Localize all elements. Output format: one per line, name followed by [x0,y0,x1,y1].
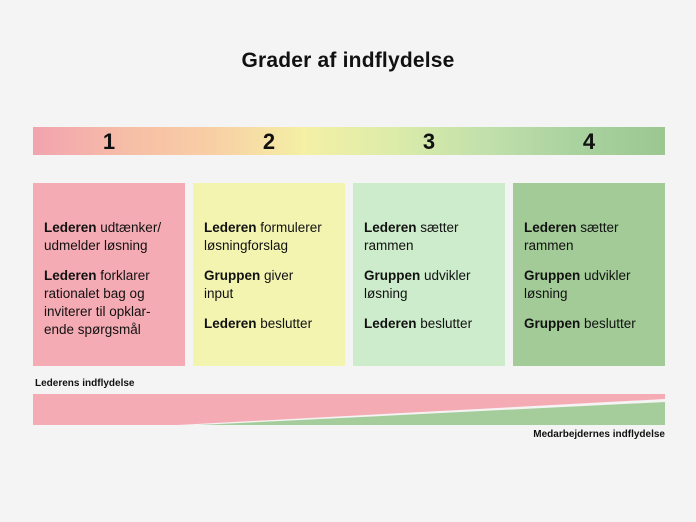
actor-name: Gruppen [524,268,581,283]
actor-name: Lederen [44,220,97,235]
influence-wedge-chart [33,394,665,425]
columns-row: Lederen udtænker/ udmelder løsning Ledere… [33,183,665,366]
actor-name: Lederen [364,316,417,331]
column-paragraph: Lederen formulerer løsningforslag [204,220,322,253]
page-title: Grader af indflydelse [241,49,455,72]
actor-name: Lederen [364,220,417,235]
employee-influence-label: Medarbejdernes indflydelse [533,429,665,440]
actor-name: Lederen [524,220,577,235]
column-paragraph: Gruppen beslutter [524,316,636,331]
employee-influence-wedge [198,402,665,425]
leader-influence-wedge [33,394,665,425]
column-paragraph: Lederen sætter rammen [524,220,619,253]
column-paragraph: Lederen beslutter [204,316,313,331]
actor-name: Lederen [44,268,97,283]
scale-level-2: 2 [262,129,276,154]
influence-column-2: Lederen formulerer løsningforslag Gruppen… [193,183,345,366]
column-paragraph: Gruppen udvikler løsning [364,268,471,301]
actor-name: Lederen [204,220,257,235]
scale-level-1: 1 [102,129,116,154]
column-paragraph: Lederen udtænker/ udmelder løsning [44,220,162,253]
actor-name: Lederen [204,316,257,331]
scale-level-4: 4 [582,129,596,154]
column-paragraph: Gruppen giver input [204,268,294,301]
influence-column-4: Lederen sætter rammen Gruppen udvikler lø… [513,183,665,366]
column-paragraph: Lederen beslutter [364,316,473,331]
column-paragraph: Gruppen udvikler løsning [524,268,631,301]
scale-gradient-bar: 1 2 3 4 [33,127,665,155]
actor-name: Gruppen [524,316,581,331]
column-paragraph: Lederen forklarer rationalet bag og invi… [44,268,151,337]
scale-level-3: 3 [422,129,436,154]
column-paragraph: Lederen sætter rammen [364,220,459,253]
influence-column-3: Lederen sætter rammen Gruppen udvikler lø… [353,183,505,366]
actor-name: Gruppen [364,268,421,283]
actor-name: Gruppen [204,268,261,283]
leader-influence-label: Lederens indflydelse [35,378,135,389]
influence-column-1: Lederen udtænker/ udmelder løsning Ledere… [33,183,185,366]
